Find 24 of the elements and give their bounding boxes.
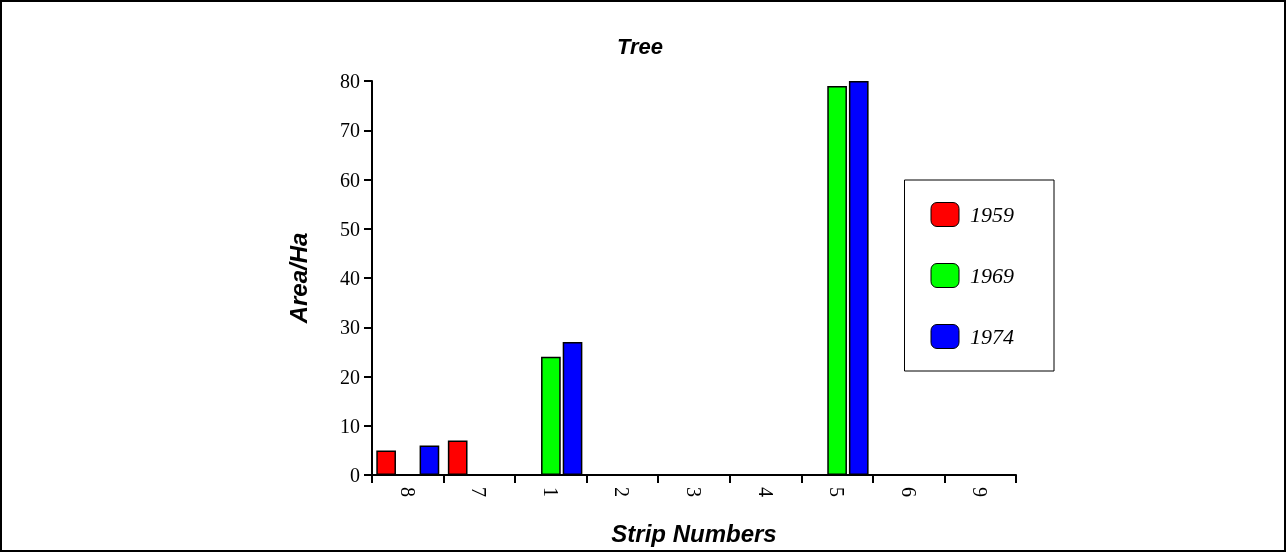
x-tick-label: 1 [539,487,562,497]
y-tick-label: 80 [340,70,360,92]
y-tick-label: 40 [340,267,360,289]
chart-title: Tree [616,33,664,59]
x-tick-label: 2 [611,487,634,497]
y-tick-label: 50 [340,217,360,240]
x-tick-label: 8 [396,487,419,497]
y-axis-title: Area/Ha [284,232,312,325]
y-tick-label: 70 [340,119,360,142]
y-tick-label: 60 [340,168,360,191]
x-tick-label: 6 [897,487,920,497]
x-tick-label: 7 [468,487,491,497]
legend-label: 1974 [970,324,1014,349]
y-tick-label: 10 [340,414,360,437]
x-tick-label: 4 [754,487,777,497]
x-tick-label: 9 [969,487,992,497]
x-tick-label: 5 [826,487,849,497]
legend-label: 1969 [970,263,1014,288]
y-tick-label: 20 [340,365,360,388]
legend-label: 1959 [970,202,1014,227]
y-tick-label: 30 [340,316,360,339]
x-axis-title: Strip Numbers [611,519,777,547]
y-tick-label: 0 [350,464,360,486]
x-tick-label: 3 [683,487,705,497]
